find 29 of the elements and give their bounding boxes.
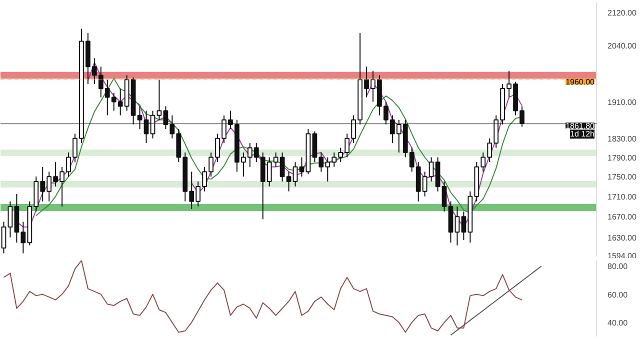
candlestick: [292, 162, 298, 187]
line-series: [450, 266, 542, 336]
ref-line-label: 1960.00: [566, 78, 596, 87]
y-tick-label: 1750.00: [608, 172, 637, 182]
line-series: [3, 260, 522, 333]
y-tick-label: 60.00: [608, 290, 628, 300]
candlestick: [286, 171, 292, 192]
y-tick-label: 2120.00: [608, 8, 637, 18]
ref-line-label: 1861.80: [566, 122, 596, 131]
candlestick: [156, 79, 162, 120]
y-tick-label: 1910.00: [608, 98, 637, 107]
y-tick-label: 1710.00: [608, 192, 637, 202]
annotation: 1d 12h: [570, 130, 594, 139]
candlestick: [8, 200, 13, 238]
y-tick-label: 1670.00: [608, 212, 637, 222]
candlestick: [454, 206, 460, 246]
candlestick: [442, 181, 447, 212]
y-tick-label: 1830.00: [608, 134, 637, 144]
candlestick: [144, 110, 149, 144]
candlestick: [1, 221, 6, 254]
y-tick-label: 1630.00: [608, 233, 637, 242]
y-tick-label: 1790.00: [608, 153, 637, 162]
y-tick-label: 2040.00: [608, 41, 637, 50]
candlestick: [312, 130, 318, 163]
candlestick: [299, 156, 304, 178]
y-tick-label: 80.00: [608, 262, 628, 272]
candlestick: [150, 110, 156, 139]
candlestick: [137, 106, 142, 130]
y-tick-label: 40.00: [608, 318, 628, 328]
